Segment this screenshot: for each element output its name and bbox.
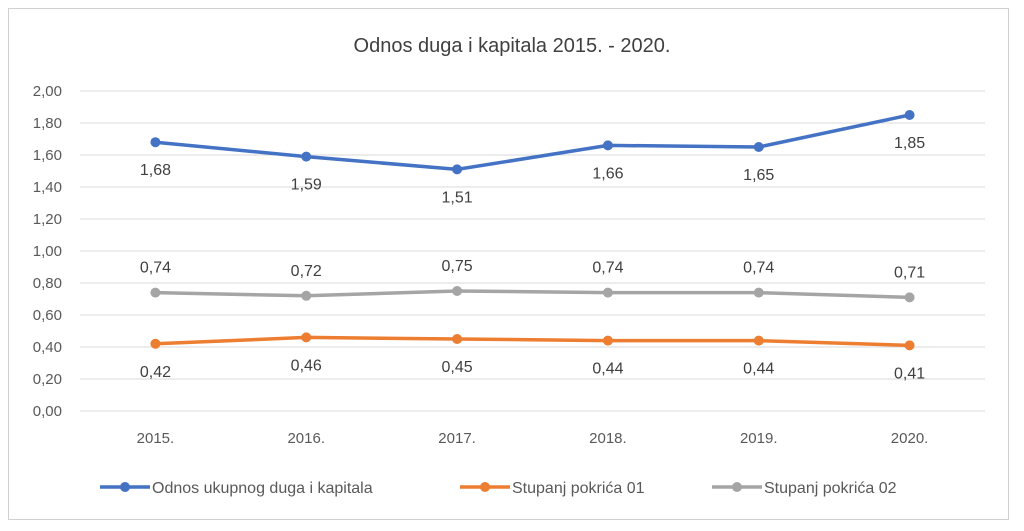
x-tick-label: 2020. xyxy=(891,430,929,447)
y-tick-label: 2,00 xyxy=(33,83,62,100)
chart-frame xyxy=(8,8,1009,520)
series-line xyxy=(155,289,910,300)
data-point xyxy=(904,292,915,303)
x-tick-label: 2019. xyxy=(740,430,778,447)
legend-label: Stupanj pokrića 01 xyxy=(512,480,645,497)
chart-title: Odnos duga i kapitala 2015. - 2020. xyxy=(354,35,671,57)
data-point xyxy=(452,334,463,344)
x-tick-label: 2016. xyxy=(287,430,325,447)
data-point xyxy=(150,338,161,349)
legend-label: Stupanj pokrića 02 xyxy=(764,480,897,497)
data-point xyxy=(452,286,463,296)
y-tick-label: 0,40 xyxy=(33,339,62,356)
y-tick-label: 1,20 xyxy=(33,211,62,228)
data-label: 0,45 xyxy=(442,359,473,376)
data-label: 1,66 xyxy=(592,165,623,182)
legend-marker xyxy=(120,482,130,492)
data-label: 1,59 xyxy=(291,177,322,194)
data-point xyxy=(452,164,463,175)
data-point xyxy=(602,287,613,298)
data-point xyxy=(753,335,764,346)
data-label: 0,74 xyxy=(592,260,623,277)
data-label: 1,68 xyxy=(140,162,171,179)
data-label: 0,74 xyxy=(743,260,774,277)
y-tick-label: 0,80 xyxy=(33,275,62,292)
data-point xyxy=(301,332,312,343)
legend-marker xyxy=(480,482,490,492)
x-tick-label: 2017. xyxy=(438,430,476,447)
data-label: 0,44 xyxy=(743,361,774,378)
data-point xyxy=(602,335,613,346)
data-label: 0,41 xyxy=(894,365,925,382)
y-tick-label: 0,60 xyxy=(33,307,62,324)
series-line xyxy=(155,335,910,348)
data-label: 0,72 xyxy=(291,263,322,280)
legend-label: Odnos ukupnog duga i kapitala xyxy=(152,480,373,497)
data-label: 1,51 xyxy=(442,189,473,206)
data-label: 0,44 xyxy=(592,361,623,378)
data-point xyxy=(753,287,764,298)
data-point xyxy=(150,137,161,148)
data-label: 0,46 xyxy=(291,357,322,374)
data-point xyxy=(602,140,613,151)
data-point xyxy=(904,110,915,120)
data-point xyxy=(301,151,312,162)
legend-marker xyxy=(732,482,742,492)
data-point xyxy=(150,287,161,298)
y-tick-label: 0,00 xyxy=(33,403,62,420)
data-label: 1,85 xyxy=(894,135,925,152)
data-point xyxy=(301,290,312,301)
data-label: 1,65 xyxy=(743,167,774,184)
x-tick-label: 2018. xyxy=(589,430,627,447)
data-label: 0,71 xyxy=(894,264,925,281)
y-tick-label: 1,80 xyxy=(33,115,62,132)
series-line xyxy=(155,113,910,172)
data-label: 0,42 xyxy=(140,364,171,381)
x-tick-label: 2015. xyxy=(137,430,175,447)
y-tick-label: 1,00 xyxy=(33,243,62,260)
data-label: 0,75 xyxy=(442,258,473,275)
data-point xyxy=(904,340,915,351)
y-tick-label: 0,20 xyxy=(33,371,62,388)
y-tick-label: 1,40 xyxy=(33,179,62,196)
data-point xyxy=(753,142,764,152)
data-label: 0,74 xyxy=(140,260,171,277)
y-tick-label: 1,60 xyxy=(33,147,62,164)
